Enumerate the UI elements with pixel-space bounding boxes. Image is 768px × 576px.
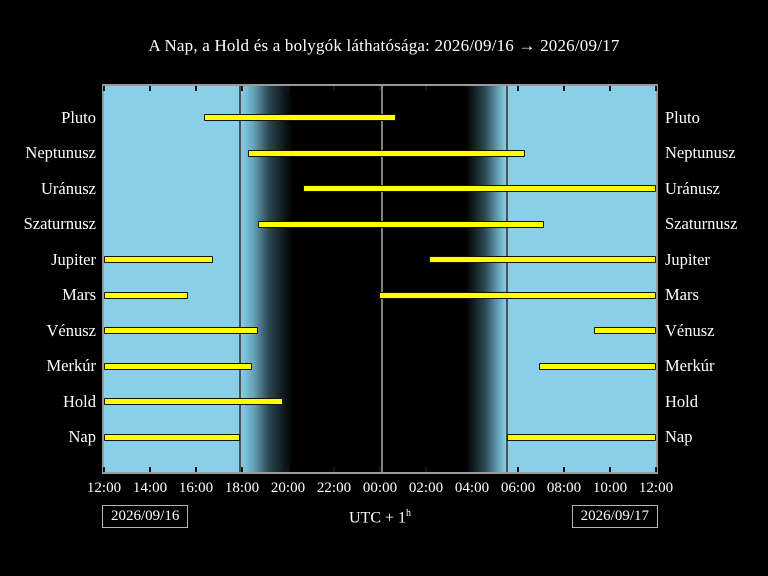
sunrise-line [505, 86, 508, 472]
chart-title: A Nap, a Hold és a bolygók láthatósága: … [148, 36, 620, 55]
start-date-box: 2026/09/16 [102, 505, 189, 528]
axis-tick [241, 86, 243, 91]
timezone-superscript: h [406, 508, 412, 519]
row-label-left-hold: Hold [63, 391, 96, 411]
timezone-label: UTC + 1h [349, 508, 411, 527]
axis-tick [103, 467, 105, 472]
axis-tick [379, 467, 381, 472]
axis-tick [195, 467, 197, 472]
axis-tick [517, 467, 519, 472]
visibility-bar-nap [104, 433, 241, 441]
axis-tick [149, 86, 151, 91]
x-axis-tick-label: 12:00 [86, 480, 122, 496]
row-label-right-jupiter: Jupiter [665, 249, 710, 269]
row-label-left-pluto: Pluto [61, 107, 96, 127]
x-axis-tick-label: 14:00 [132, 480, 168, 496]
visibility-bar-uránusz [303, 185, 656, 193]
x-axis-tick-label: 20:00 [270, 480, 306, 496]
x-axis-tick-label: 08:00 [546, 480, 582, 496]
row-label-left-uránusz: Uránusz [41, 178, 96, 198]
row-label-left-merkúr: Merkúr [46, 356, 96, 376]
sunset-line [239, 86, 242, 472]
row-label-left-neptunusz: Neptunusz [25, 143, 96, 163]
x-axis-tick-label: 18:00 [224, 480, 260, 496]
axis-tick [471, 86, 473, 91]
x-axis-tick-label: 16:00 [178, 480, 214, 496]
axis-tick [655, 86, 657, 91]
row-label-left-vénusz: Vénusz [46, 320, 96, 340]
axis-tick [287, 86, 289, 91]
axis-tick [609, 86, 611, 91]
axis-tick [333, 467, 335, 472]
axis-tick [563, 86, 565, 91]
visibility-bar-merkúr [104, 362, 253, 370]
timezone-text: UTC + 1 [348, 509, 407, 527]
row-label-left-nap: Nap [68, 427, 97, 447]
row-label-left-mars: Mars [62, 285, 96, 305]
row-label-right-mars: Mars [665, 285, 699, 305]
x-axis-tick-label: 00:00 [362, 480, 398, 496]
axis-tick [103, 86, 105, 91]
visibility-bar-vénusz [594, 327, 656, 335]
axis-tick [425, 467, 427, 472]
visibility-bar-mars [379, 291, 656, 299]
axis-tick [471, 467, 473, 472]
x-axis-tick-label: 12:00 [638, 480, 674, 496]
row-label-right-pluto: Pluto [665, 107, 700, 127]
x-axis-tick-label: 02:00 [408, 480, 444, 496]
row-label-right-neptunusz: Neptunusz [665, 143, 736, 163]
visibility-bar-pluto [203, 114, 396, 122]
row-label-right-nap: Nap [665, 427, 693, 447]
axis-tick [149, 467, 151, 472]
visibility-bar-hold [104, 398, 284, 406]
end-date-box: 2026/09/17 [571, 505, 658, 528]
axis-tick [655, 467, 657, 472]
row-label-right-hold: Hold [665, 391, 698, 411]
visibility-bar-neptunusz [247, 149, 526, 157]
row-label-right-uránusz: Uránusz [665, 178, 720, 198]
axis-tick [379, 86, 381, 91]
row-label-left-szaturnusz: Szaturnusz [23, 214, 96, 234]
visibility-bar-jupiter [104, 256, 213, 264]
axis-tick [241, 467, 243, 472]
row-label-right-vénusz: Vénusz [665, 320, 715, 340]
x-axis-tick-label: 22:00 [316, 480, 352, 496]
row-label-left-jupiter: Jupiter [51, 249, 96, 269]
x-axis-tick-label: 10:00 [592, 480, 628, 496]
plot-area [102, 84, 658, 474]
axis-tick [333, 86, 335, 91]
visibility-bar-mars [104, 291, 188, 299]
visibility-bar-vénusz [104, 327, 259, 335]
axis-tick [517, 86, 519, 91]
axis-tick [563, 467, 565, 472]
axis-tick [425, 86, 427, 91]
axis-tick [609, 467, 611, 472]
x-axis-tick-label: 06:00 [500, 480, 536, 496]
axis-tick [195, 86, 197, 91]
visibility-bar-jupiter [428, 256, 656, 264]
x-axis-tick-label: 04:00 [454, 480, 490, 496]
row-label-right-szaturnusz: Szaturnusz [665, 214, 738, 234]
visibility-bar-nap [506, 433, 656, 441]
row-label-right-merkúr: Merkúr [665, 356, 715, 376]
midnight-line [380, 86, 383, 472]
visibility-bar-szaturnusz [258, 220, 545, 228]
axis-tick [287, 467, 289, 472]
visibility-bar-merkúr [539, 362, 656, 370]
